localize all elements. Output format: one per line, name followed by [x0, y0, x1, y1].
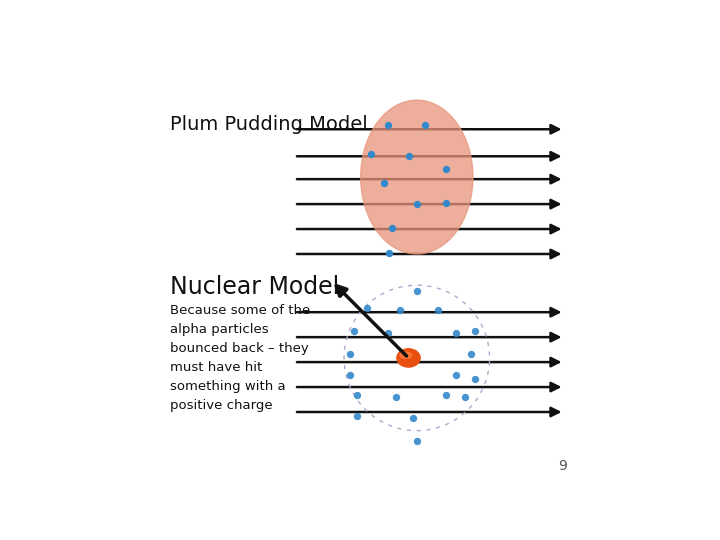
Point: [351, 391, 362, 400]
Point: [361, 303, 373, 312]
Point: [382, 121, 393, 130]
Point: [382, 329, 393, 338]
Ellipse shape: [397, 349, 420, 367]
Ellipse shape: [400, 352, 411, 359]
Point: [411, 287, 423, 296]
Point: [465, 349, 477, 358]
Point: [469, 374, 481, 383]
Text: Nuclear Model: Nuclear Model: [170, 275, 340, 299]
Point: [459, 393, 470, 402]
Point: [411, 200, 423, 208]
Point: [390, 393, 402, 402]
Point: [402, 152, 414, 160]
Point: [440, 391, 451, 400]
Point: [383, 248, 395, 257]
Ellipse shape: [361, 100, 473, 254]
Point: [469, 327, 481, 335]
Point: [451, 329, 462, 338]
Text: 9: 9: [557, 459, 567, 473]
Text: Plum Pudding Model: Plum Pudding Model: [170, 114, 368, 134]
Point: [440, 164, 451, 173]
Point: [365, 150, 377, 159]
Point: [378, 179, 390, 187]
Point: [411, 437, 423, 445]
Point: [348, 327, 360, 335]
Point: [386, 224, 397, 232]
Point: [345, 349, 356, 358]
Point: [407, 414, 418, 422]
Point: [395, 306, 406, 314]
Point: [419, 121, 431, 130]
Text: Because some of the
alpha particles
bounced back – they
must have hit
something : Because some of the alpha particles boun…: [170, 304, 310, 412]
Point: [345, 370, 356, 379]
Point: [351, 412, 362, 421]
Point: [440, 199, 451, 207]
Point: [432, 306, 444, 314]
Point: [451, 370, 462, 379]
